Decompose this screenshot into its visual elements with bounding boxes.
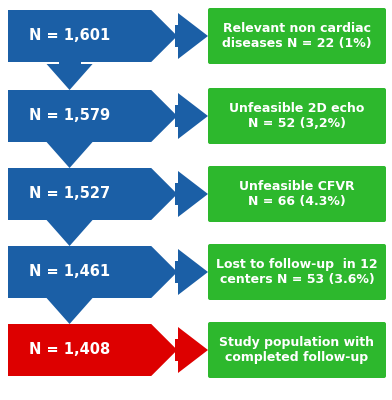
FancyBboxPatch shape	[175, 25, 178, 47]
FancyBboxPatch shape	[175, 105, 178, 127]
FancyBboxPatch shape	[208, 322, 386, 378]
Text: N = 1,527: N = 1,527	[29, 186, 110, 202]
Text: N = 1,601: N = 1,601	[29, 28, 110, 44]
FancyBboxPatch shape	[8, 246, 125, 298]
Text: Unfeasible 2D echo
N = 52 (3,2%): Unfeasible 2D echo N = 52 (3,2%)	[229, 102, 365, 130]
Polygon shape	[123, 90, 177, 142]
FancyBboxPatch shape	[8, 168, 125, 220]
FancyBboxPatch shape	[208, 88, 386, 144]
FancyBboxPatch shape	[208, 244, 386, 300]
FancyBboxPatch shape	[58, 62, 81, 64]
FancyBboxPatch shape	[175, 339, 178, 361]
Text: N = 1,408: N = 1,408	[29, 342, 110, 358]
Polygon shape	[123, 246, 177, 298]
FancyBboxPatch shape	[175, 261, 178, 283]
Polygon shape	[178, 13, 208, 59]
FancyBboxPatch shape	[175, 183, 178, 205]
FancyBboxPatch shape	[208, 8, 386, 64]
FancyBboxPatch shape	[208, 166, 386, 222]
Polygon shape	[123, 168, 177, 220]
FancyBboxPatch shape	[8, 10, 125, 62]
FancyBboxPatch shape	[8, 90, 125, 142]
Polygon shape	[123, 10, 177, 62]
Polygon shape	[47, 298, 93, 324]
Text: Lost to follow-up  in 12
centers N = 53 (3.6%): Lost to follow-up in 12 centers N = 53 (…	[216, 258, 378, 286]
Text: Unfeasible CFVR
N = 66 (4.3%): Unfeasible CFVR N = 66 (4.3%)	[239, 180, 355, 208]
FancyBboxPatch shape	[8, 324, 125, 376]
Text: N = 1,461: N = 1,461	[29, 264, 110, 280]
Polygon shape	[47, 142, 93, 168]
Polygon shape	[178, 327, 208, 373]
Polygon shape	[178, 93, 208, 139]
Polygon shape	[123, 324, 177, 376]
Text: Relevant non cardiac
diseases N = 22 (1%): Relevant non cardiac diseases N = 22 (1%…	[222, 22, 372, 50]
Polygon shape	[178, 171, 208, 217]
Text: Study population with
completed follow-up: Study population with completed follow-u…	[220, 336, 374, 364]
Polygon shape	[47, 220, 93, 246]
Polygon shape	[47, 64, 93, 90]
Text: N = 1,579: N = 1,579	[29, 108, 110, 124]
Polygon shape	[178, 249, 208, 295]
